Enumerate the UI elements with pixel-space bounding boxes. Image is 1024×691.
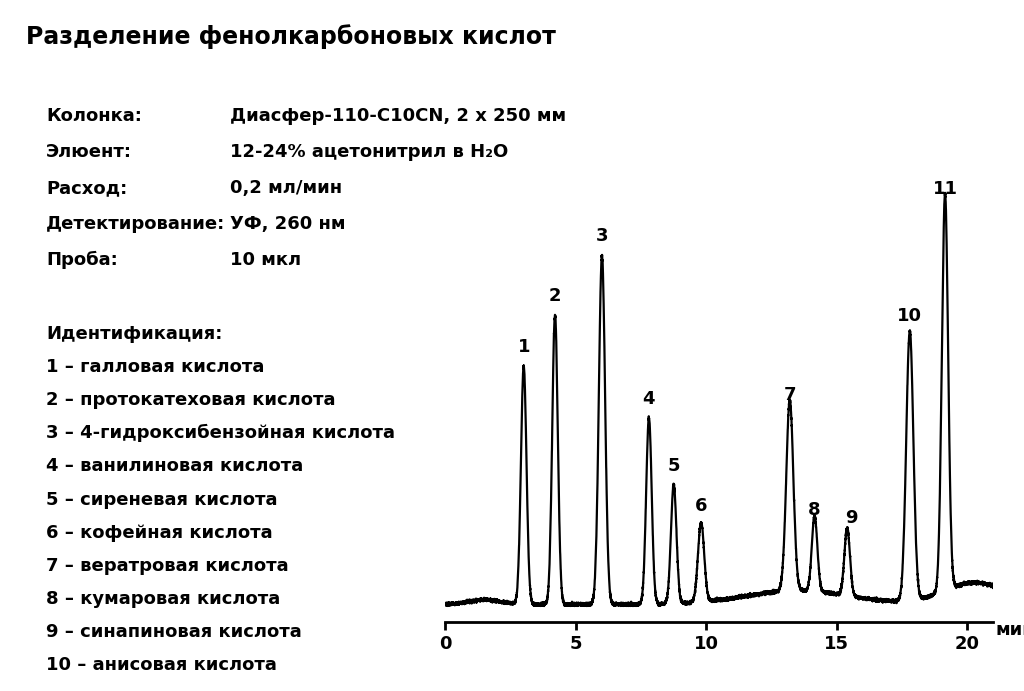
Text: 3 – 4-гидроксибензойная кислота: 3 – 4-гидроксибензойная кислота (46, 424, 395, 442)
Text: 4: 4 (643, 390, 655, 408)
Text: Колонка:: Колонка: (46, 107, 142, 125)
Text: 9 – синапиновая кислота: 9 – синапиновая кислота (46, 623, 302, 641)
Text: УФ, 260 нм: УФ, 260 нм (230, 215, 346, 233)
Text: 11 – коричная кислота: 11 – коричная кислота (46, 690, 281, 691)
Text: 12-24% ацетонитрил в H₂O: 12-24% ацетонитрил в H₂O (230, 143, 509, 161)
Text: 6: 6 (695, 497, 708, 515)
Text: 11: 11 (933, 180, 957, 198)
Text: 1 – галловая кислота: 1 – галловая кислота (46, 358, 264, 376)
Text: 8 – кумаровая кислота: 8 – кумаровая кислота (46, 590, 281, 608)
Text: 2: 2 (549, 287, 561, 305)
Text: Идентификация:: Идентификация: (46, 325, 222, 343)
Text: 4 – ванилиновая кислота: 4 – ванилиновая кислота (46, 457, 303, 475)
Text: Расход:: Расход: (46, 179, 127, 197)
Text: 7: 7 (783, 386, 796, 404)
Text: 0,2 мл/мин: 0,2 мл/мин (230, 179, 342, 197)
Text: Проба:: Проба: (46, 251, 118, 269)
Text: 9: 9 (845, 509, 857, 527)
Text: 3: 3 (596, 227, 608, 245)
Text: 5 – сиреневая кислота: 5 – сиреневая кислота (46, 491, 278, 509)
Text: 10: 10 (897, 307, 923, 325)
Text: 6 – кофейная кислота: 6 – кофейная кислота (46, 524, 272, 542)
Text: Диасфер-110-C10CN, 2 х 250 мм: Диасфер-110-C10CN, 2 х 250 мм (230, 107, 566, 125)
Text: 10 – анисовая кислота: 10 – анисовая кислота (46, 656, 276, 674)
Text: мин: мин (996, 621, 1024, 639)
Text: 7 – вератровая кислота: 7 – вератровая кислота (46, 557, 289, 575)
Text: 1: 1 (517, 339, 530, 357)
Text: Детектирование:: Детектирование: (46, 215, 225, 233)
Text: 10 мкл: 10 мкл (230, 251, 301, 269)
Text: Разделение фенолкарбоновых кислот: Разделение фенолкарбоновых кислот (26, 24, 555, 49)
Text: 8: 8 (808, 501, 821, 519)
Text: Элюент:: Элюент: (46, 143, 132, 161)
Text: 5: 5 (668, 457, 680, 475)
Text: 2 – протокатеховая кислота: 2 – протокатеховая кислота (46, 391, 336, 409)
